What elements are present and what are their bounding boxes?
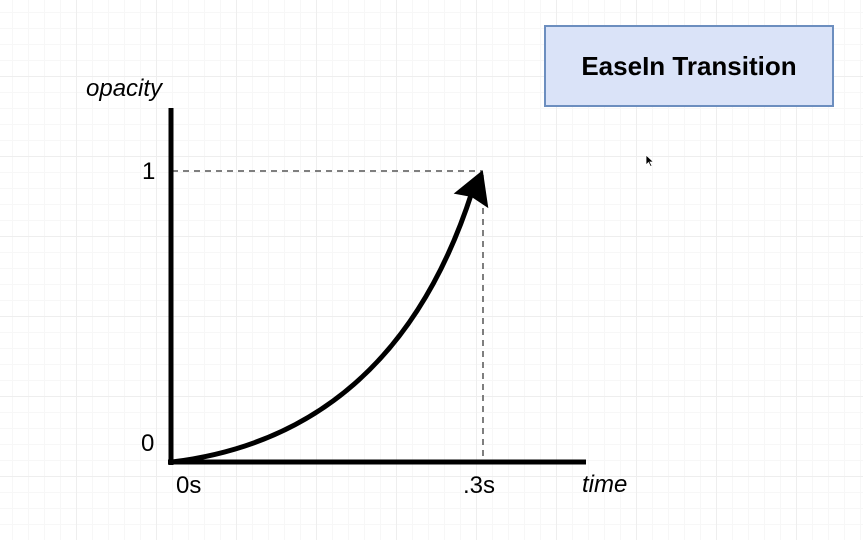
x-tick-label-start: 0s: [176, 472, 202, 499]
y-tick-label-0: 0: [141, 430, 155, 457]
x-axis-label: time: [582, 471, 628, 498]
curve-arrowhead: [453, 170, 489, 209]
ease-in-curve: [169, 189, 475, 465]
x-tick-label-end: .3s: [463, 472, 496, 499]
diagram-title: EaseIn Transition: [581, 50, 797, 81]
mouse-pointer-icon: [645, 154, 655, 168]
title-box: EaseIn Transition: [544, 25, 834, 107]
y-tick-label-1: 1: [142, 158, 156, 185]
y-axis-label: opacity: [86, 75, 163, 102]
